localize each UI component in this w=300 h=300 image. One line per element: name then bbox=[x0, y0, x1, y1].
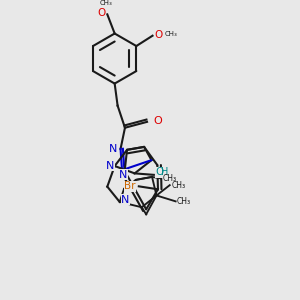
Text: CH₃: CH₃ bbox=[165, 31, 178, 37]
Text: O: O bbox=[153, 116, 162, 126]
Text: N: N bbox=[109, 144, 117, 154]
Text: CH₃: CH₃ bbox=[100, 0, 112, 6]
Text: CH₃: CH₃ bbox=[171, 181, 185, 190]
Text: N: N bbox=[119, 169, 128, 180]
Text: Br: Br bbox=[124, 181, 136, 191]
Text: N: N bbox=[121, 195, 130, 205]
Text: O: O bbox=[154, 30, 162, 40]
Text: N: N bbox=[106, 161, 114, 171]
Text: CH₃: CH₃ bbox=[177, 197, 191, 206]
Text: O: O bbox=[98, 8, 106, 19]
Text: CH₃: CH₃ bbox=[162, 174, 176, 183]
Text: O: O bbox=[155, 167, 164, 178]
Text: H: H bbox=[161, 167, 169, 178]
